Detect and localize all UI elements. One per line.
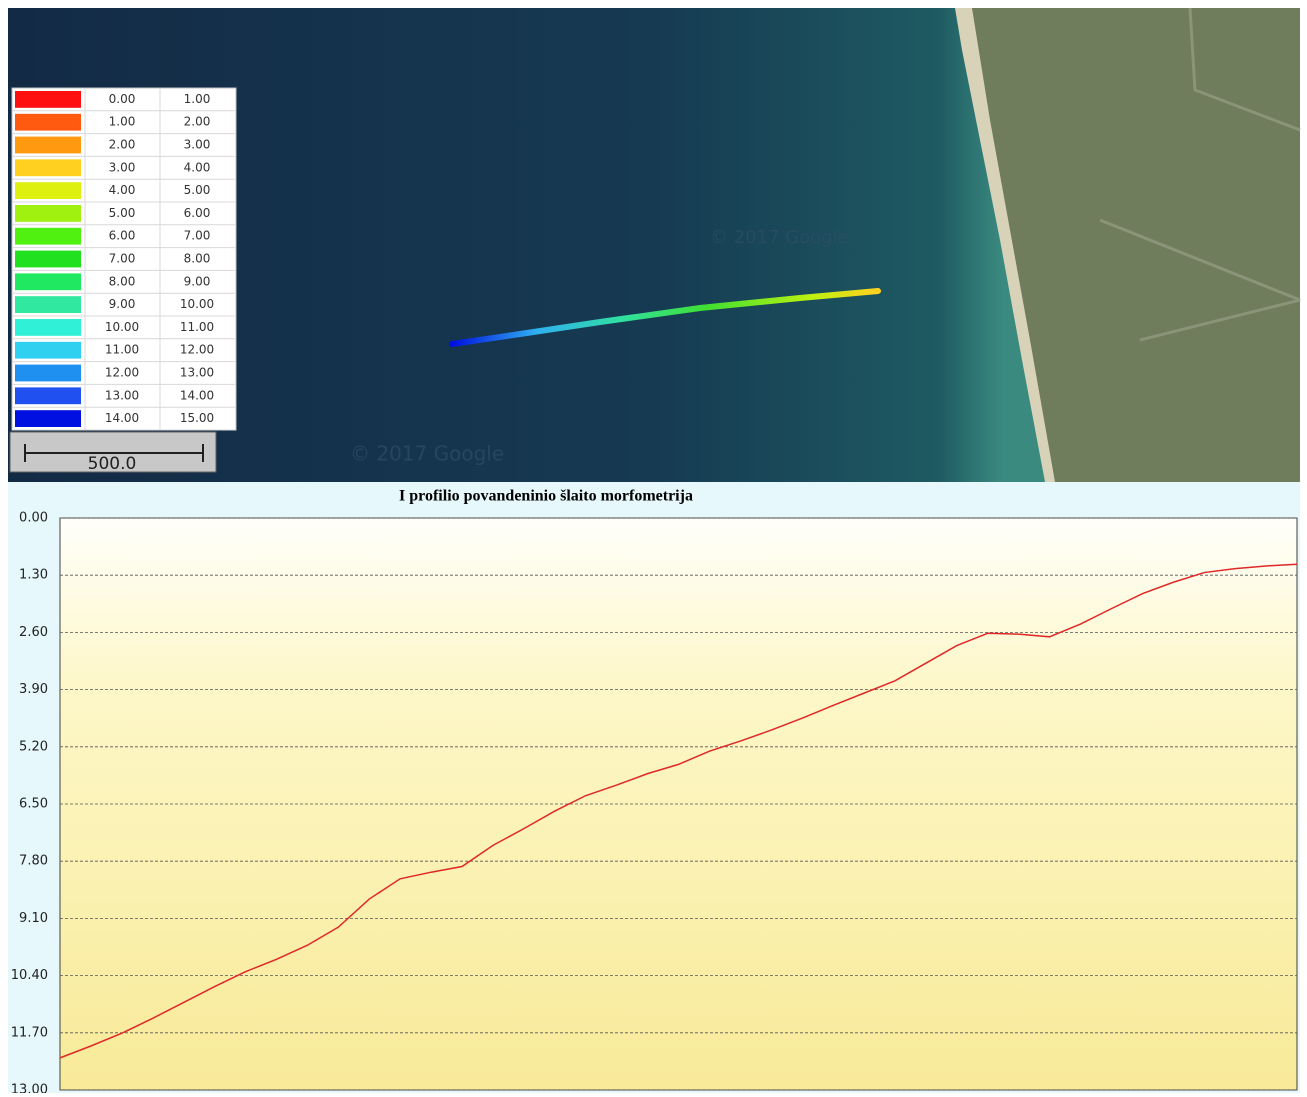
legend-from: 1.00	[109, 115, 136, 129]
legend-swatch	[15, 342, 81, 359]
legend-to: 15.00	[180, 411, 214, 425]
y-tick-label: 11.70	[11, 1025, 48, 1040]
watermark: © 2017 Google	[710, 227, 849, 248]
screen: © 2017 Google © 2017 Google 0.00 1.00 1.00…	[0, 0, 1307, 1093]
legend-swatch	[15, 182, 81, 199]
legend-to: 12.00	[180, 343, 214, 357]
legend-to: 5.00	[184, 183, 211, 197]
legend-from: 6.00	[109, 229, 136, 243]
page: © 2017 Google © 2017 Google 0.00 1.00 1.00…	[0, 0, 1307, 1093]
scale-label: 500.0	[88, 454, 137, 474]
legend-from: 2.00	[109, 138, 136, 152]
legend-swatch	[15, 410, 81, 427]
y-tick-label: 9.10	[19, 911, 48, 926]
legend-from: 10.00	[105, 320, 139, 334]
y-tick-label: 0.00	[19, 511, 48, 526]
legend-swatch	[15, 251, 81, 268]
legend-from: 3.00	[109, 160, 136, 174]
y-tick-label: 1.30	[19, 568, 48, 583]
legend-swatch	[15, 205, 81, 222]
watermark: © 2017 Google	[350, 442, 504, 466]
legend-swatch	[15, 114, 81, 131]
legend-swatch	[15, 228, 81, 245]
legend-swatch	[15, 91, 81, 108]
legend-swatch	[15, 159, 81, 176]
legend-to: 8.00	[184, 252, 211, 266]
legend-from: 8.00	[109, 274, 136, 288]
legend-from: 14.00	[105, 411, 139, 425]
legend-from: 5.00	[109, 206, 136, 220]
map: © 2017 Google © 2017 Google 0.00 1.00 1.00…	[8, 8, 1300, 482]
legend-to: 10.00	[180, 297, 214, 311]
legend-from: 7.00	[109, 252, 136, 266]
legend-to: 3.00	[184, 138, 211, 152]
legend-swatch	[15, 296, 81, 313]
legend-to: 7.00	[184, 229, 211, 243]
legend-to: 1.00	[184, 92, 211, 106]
legend-to: 6.00	[184, 206, 211, 220]
legend-from: 13.00	[105, 388, 139, 402]
y-tick-label: 13.00	[11, 1083, 48, 1094]
legend-to: 9.00	[184, 274, 211, 288]
chart-title: I profilio povandeninio šlaito morfometr…	[399, 488, 693, 505]
legend: 0.00 1.00 1.00 2.00 2.00 3.00 3.00 4.00 4.00 5.00…	[12, 88, 236, 430]
legend-to: 2.00	[184, 115, 211, 129]
legend-swatch	[15, 319, 81, 336]
legend-swatch	[15, 137, 81, 154]
legend-from: 4.00	[109, 183, 136, 197]
y-tick-label: 6.50	[19, 797, 48, 812]
y-tick-label: 7.80	[19, 854, 48, 869]
y-tick-label: 5.20	[19, 739, 48, 754]
y-tick-label: 3.90	[19, 682, 48, 697]
legend-from: 9.00	[109, 297, 136, 311]
legend-to: 11.00	[180, 320, 214, 334]
legend-swatch	[15, 365, 81, 382]
legend-from: 11.00	[105, 343, 139, 357]
legend-swatch	[15, 387, 81, 404]
y-tick-label: 2.60	[19, 625, 48, 640]
y-tick-label: 10.40	[11, 968, 48, 983]
legend-to: 4.00	[184, 160, 211, 174]
legend-to: 13.00	[180, 366, 214, 380]
legend-to: 14.00	[180, 388, 214, 402]
legend-swatch	[15, 273, 81, 290]
legend-from: 0.00	[109, 92, 136, 106]
legend-from: 12.00	[105, 366, 139, 380]
